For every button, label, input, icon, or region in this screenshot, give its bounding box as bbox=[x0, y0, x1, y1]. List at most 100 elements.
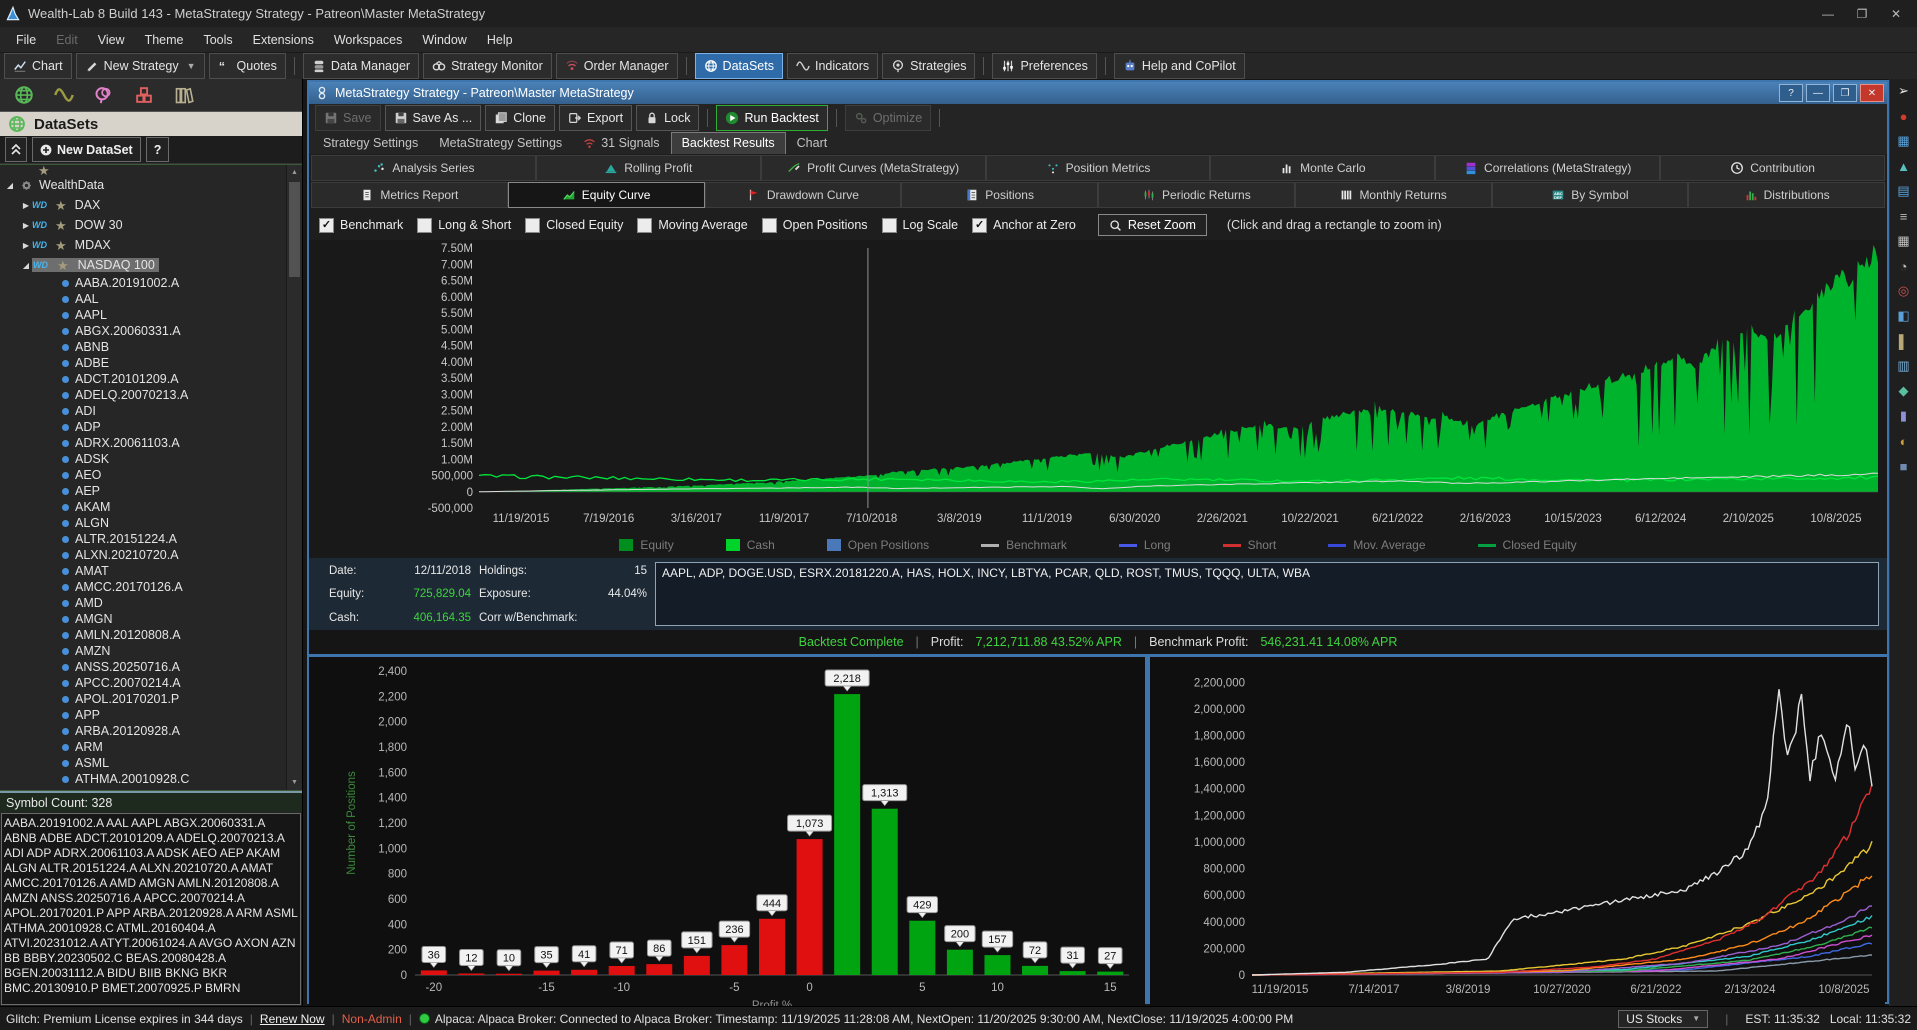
tree-dataset-dax[interactable]: ▶ WD ★ DAX bbox=[22, 197, 101, 213]
tree-symbol-abnb[interactable]: ABNB bbox=[0, 339, 287, 355]
histogram-bar[interactable] bbox=[683, 955, 710, 975]
tab-backtest-results[interactable]: Backtest Results bbox=[670, 132, 786, 154]
app-close-button[interactable]: ✕ bbox=[1890, 6, 1902, 21]
app-maximize-button[interactable]: ❐ bbox=[1856, 6, 1868, 21]
menu-theme[interactable]: Theme bbox=[144, 32, 184, 47]
export-button[interactable]: Export bbox=[558, 104, 633, 131]
target-icon[interactable]: ◎ bbox=[1897, 283, 1910, 298]
subtab-monte-carlo[interactable]: Monte Carlo bbox=[1210, 155, 1436, 181]
save-as--button[interactable]: Save As ... bbox=[384, 104, 482, 131]
renew-now-link[interactable]: Renew Now bbox=[259, 1011, 325, 1026]
grid-icon[interactable]: ▦ bbox=[1897, 133, 1910, 148]
checkbox-moving-average[interactable]: Moving Average bbox=[637, 217, 748, 233]
subtab-equity-curve[interactable]: Equity Curve bbox=[507, 182, 705, 208]
scrollbar-thumb[interactable] bbox=[289, 182, 300, 277]
help-button[interactable]: ? bbox=[145, 137, 170, 162]
tab-chart[interactable]: Chart bbox=[796, 136, 828, 150]
list-icon[interactable]: ≡ bbox=[1899, 208, 1908, 224]
columns-icon[interactable]: ▥ bbox=[1897, 358, 1910, 373]
window-help-button[interactable]: ? bbox=[1779, 84, 1803, 102]
record-icon[interactable]: ● bbox=[1899, 108, 1908, 124]
vertical-splitter[interactable] bbox=[1145, 657, 1150, 1002]
new-dataset-button[interactable]: New DataSet bbox=[32, 137, 141, 162]
subtab-metrics-report[interactable]: Metrics Report bbox=[311, 182, 508, 208]
histogram-bar[interactable] bbox=[909, 920, 936, 975]
wave2-icon[interactable] bbox=[54, 85, 74, 105]
tree-symbol-altr.20151224.a[interactable]: ALTR.20151224.A bbox=[0, 531, 287, 547]
tree-symbol-arm[interactable]: ARM bbox=[0, 739, 287, 755]
chart-icon[interactable]: ▲ bbox=[1897, 158, 1910, 174]
tree-dataset-dow-30[interactable]: ▶ WD ★ DOW 30 bbox=[22, 217, 123, 233]
app-minimize-button[interactable]: — bbox=[1822, 6, 1834, 21]
histogram-bar[interactable] bbox=[946, 949, 973, 975]
toolbar-chart-button[interactable]: Chart bbox=[4, 53, 72, 79]
toolbar-new-strategy-button[interactable]: New Strategy ▼ bbox=[75, 53, 205, 79]
lock-button[interactable]: Lock bbox=[636, 104, 700, 131]
tree-symbol-amln.20120808.a[interactable]: AMLN.20120808.A bbox=[0, 627, 287, 643]
subtab-distributions[interactable]: Distributions bbox=[1688, 182, 1885, 208]
market-select[interactable]: US Stocks ▼ bbox=[1618, 1009, 1709, 1028]
histogram-bar[interactable] bbox=[495, 973, 522, 975]
histogram-bar[interactable] bbox=[1059, 971, 1086, 975]
toolbar-datasets-button[interactable]: DataSets bbox=[694, 53, 783, 79]
toolbar-data-manager-button[interactable]: Data Manager bbox=[302, 53, 420, 79]
dot-icon[interactable]: ◐ bbox=[1899, 433, 1908, 449]
toolbar-strategies-button[interactable]: Strategies bbox=[882, 53, 976, 79]
subtab-by-symbol[interactable]: ABC DEF By Symbol bbox=[1491, 182, 1689, 208]
diamond-icon[interactable]: ◆ bbox=[1898, 383, 1909, 398]
window-maximize-button[interactable]: ❐ bbox=[1833, 84, 1857, 102]
checkbox-benchmark[interactable]: ✓ Benchmark bbox=[319, 217, 403, 233]
tree-symbol-amgn[interactable]: AMGN bbox=[0, 611, 287, 627]
tree-symbol-adrx.20061103.a[interactable]: ADRX.20061103.A bbox=[0, 435, 287, 451]
toolbar-strategy-monitor-button[interactable]: Strategy Monitor bbox=[423, 53, 552, 79]
window-minimize-button[interactable]: — bbox=[1806, 84, 1830, 102]
run-backtest-button[interactable]: Run Backtest bbox=[716, 104, 828, 131]
menu-edit[interactable]: Edit bbox=[56, 32, 78, 47]
brain-icon[interactable] bbox=[94, 85, 114, 105]
tree-symbol-amat[interactable]: AMAT bbox=[0, 563, 287, 579]
tree-symbol-adct.20101209.a[interactable]: ADCT.20101209.A bbox=[0, 371, 287, 387]
histogram-bar[interactable] bbox=[834, 694, 861, 975]
subtab-rolling-profit[interactable]: Rolling Profit bbox=[535, 155, 761, 181]
layers-icon[interactable]: ▤ bbox=[1897, 183, 1910, 198]
menu-extensions[interactable]: Extensions bbox=[252, 32, 314, 47]
books-icon[interactable] bbox=[174, 85, 194, 105]
tree-symbol-abgx.20060331.a[interactable]: ABGX.20060331.A bbox=[0, 323, 287, 339]
horizontal-splitter[interactable] bbox=[309, 654, 1887, 657]
tab-strategy-settings[interactable]: Strategy Settings bbox=[323, 136, 419, 150]
cube-icon[interactable]: ◧ bbox=[1897, 308, 1910, 323]
clock-icon[interactable]: ◔ bbox=[1899, 258, 1908, 274]
tree-root-wealthdata[interactable]: ◢ WealthData bbox=[6, 178, 105, 192]
menu-tools[interactable]: Tools bbox=[203, 32, 233, 47]
strategy-window-titlebar[interactable]: MetaStrategy Strategy - Patreon\Master M… bbox=[309, 82, 1887, 104]
tree-symbol-alxn.20210720.a[interactable]: ALXN.20210720.A bbox=[0, 547, 287, 563]
menu-file[interactable]: File bbox=[16, 32, 37, 47]
histogram-bar[interactable] bbox=[871, 808, 898, 975]
calendar-icon[interactable]: ▦ bbox=[1897, 233, 1910, 248]
symbols-textarea[interactable]: AABA.20191002.A AAL AAPL ABGX.20060331.A… bbox=[1, 813, 301, 1005]
tree-symbol-amcc.20170126.a[interactable]: AMCC.20170126.A bbox=[0, 579, 287, 595]
toolbar-preferences-button[interactable]: Preferences bbox=[992, 53, 1097, 79]
tree-symbol-anss.20250716.a[interactable]: ANSS.20250716.A bbox=[0, 659, 287, 675]
subtab-analysis-series[interactable]: Analysis Series bbox=[311, 155, 536, 181]
histogram-bar[interactable] bbox=[1097, 971, 1124, 975]
subtab-monthly-returns[interactable]: Monthly Returns bbox=[1294, 182, 1492, 208]
tree-symbol-athma.20010928.c[interactable]: ATHMA.20010928.C bbox=[0, 771, 287, 787]
tree-dataset-mdax[interactable]: ▶ WD ★ MDAX bbox=[22, 237, 111, 253]
histogram-bar[interactable] bbox=[571, 969, 598, 975]
menu-window[interactable]: Window bbox=[422, 32, 467, 47]
menu-workspaces[interactable]: Workspaces bbox=[333, 32, 403, 47]
tree-symbol-aaba.20191002.a[interactable]: AABA.20191002.A bbox=[0, 275, 287, 291]
subtab-position-metrics[interactable]: Position Metrics bbox=[985, 155, 1211, 181]
tree-scrollbar[interactable]: ▲ ▼ bbox=[286, 165, 302, 790]
clone-button[interactable]: Clone bbox=[485, 104, 555, 131]
tree-symbol-adbe[interactable]: ADBE bbox=[0, 355, 287, 371]
tree-symbol-aep[interactable]: AEP bbox=[0, 483, 287, 499]
tree-symbol-akam[interactable]: AKAM bbox=[0, 499, 287, 515]
tree-dataset-nasdaq-100[interactable]: ◢ WD ★ NASDAQ 100 bbox=[0, 255, 287, 275]
tree-symbol-asml[interactable]: ASML bbox=[0, 755, 287, 771]
subtab-contribution[interactable]: Contribution bbox=[1660, 155, 1886, 181]
checkbox-anchor-at-zero[interactable]: ✓ Anchor at Zero bbox=[972, 217, 1076, 233]
histogram-bar[interactable] bbox=[796, 839, 823, 975]
bars-icon[interactable]: ▮ bbox=[1899, 408, 1908, 423]
